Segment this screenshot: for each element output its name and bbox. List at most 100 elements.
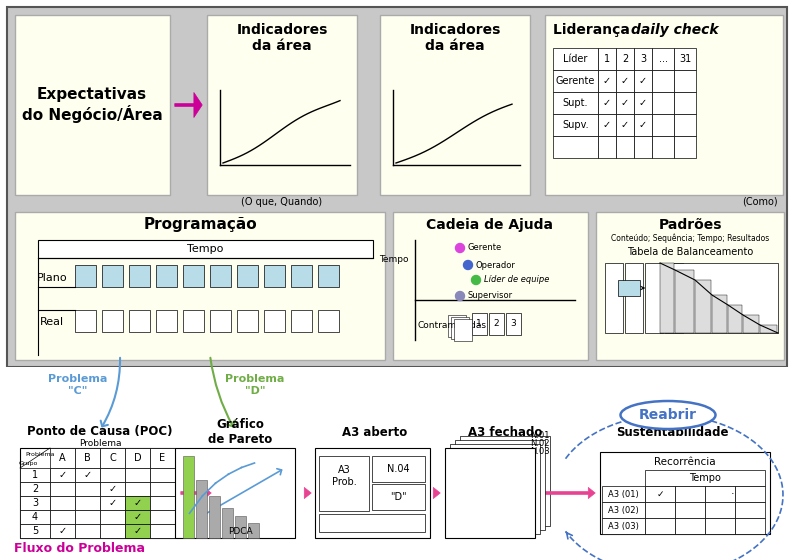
Text: N.01: N.01 <box>530 432 550 441</box>
Text: Problema
"C": Problema "C" <box>48 374 108 396</box>
Text: Expectativas
do Negócio/Área: Expectativas do Negócio/Área <box>21 87 163 123</box>
Bar <box>38 240 373 258</box>
Bar <box>318 265 339 287</box>
Bar <box>652 70 674 92</box>
Bar <box>454 319 472 341</box>
Bar <box>372 456 425 482</box>
Text: ✓: ✓ <box>59 526 67 536</box>
Bar <box>705 486 735 502</box>
Text: ✓: ✓ <box>133 526 141 536</box>
Bar <box>553 136 598 158</box>
Bar <box>450 444 540 534</box>
Bar <box>675 518 705 534</box>
Text: Supervisor: Supervisor <box>468 292 513 301</box>
Text: Problema: Problema <box>79 438 121 447</box>
Bar <box>472 313 487 335</box>
Text: A3 (03): A3 (03) <box>607 521 638 530</box>
Bar <box>634 92 652 114</box>
Bar <box>625 263 643 333</box>
Bar <box>291 265 312 287</box>
Bar <box>150 496 175 510</box>
Bar <box>150 468 175 482</box>
Bar <box>616 70 634 92</box>
Bar <box>15 212 385 360</box>
Bar <box>102 310 123 332</box>
Bar <box>652 92 674 114</box>
Bar <box>705 502 735 518</box>
Text: Sustentabilidade: Sustentabilidade <box>616 426 728 438</box>
Text: Plano: Plano <box>37 273 67 283</box>
Text: ✓: ✓ <box>621 120 629 130</box>
Bar <box>728 305 742 333</box>
Text: PDCA: PDCA <box>228 528 252 536</box>
Bar <box>634 114 652 136</box>
Bar <box>129 310 150 332</box>
Text: B: B <box>84 453 91 463</box>
Bar <box>634 48 652 70</box>
Bar <box>264 265 285 287</box>
Text: Reabrir: Reabrir <box>639 408 697 422</box>
Bar <box>735 486 765 502</box>
Bar <box>616 114 634 136</box>
Bar <box>553 48 598 70</box>
Text: ✓: ✓ <box>657 489 664 498</box>
Bar <box>448 315 466 337</box>
Text: (O que, Quando): (O que, Quando) <box>241 197 322 207</box>
Bar <box>156 310 177 332</box>
Bar <box>15 15 170 195</box>
Bar <box>545 15 783 195</box>
Bar <box>319 514 425 532</box>
Text: ✓: ✓ <box>59 470 67 480</box>
Bar <box>100 448 125 468</box>
Bar <box>645 486 675 502</box>
Bar <box>75 496 100 510</box>
Bar <box>598 92 616 114</box>
Bar <box>460 436 550 526</box>
Bar <box>125 468 150 482</box>
Text: A: A <box>60 453 66 463</box>
Bar <box>602 518 645 534</box>
Bar <box>150 482 175 496</box>
Bar <box>100 482 125 496</box>
Bar <box>75 310 96 332</box>
Text: Líder: Líder <box>563 54 588 64</box>
Bar <box>50 482 75 496</box>
Text: 2: 2 <box>622 54 628 64</box>
Bar <box>75 524 100 538</box>
Bar <box>318 310 339 332</box>
Text: Contramedidas: Contramedidas <box>418 320 487 329</box>
Text: ...: ... <box>658 54 668 64</box>
Text: Fluxo do Problema: Fluxo do Problema <box>14 542 145 554</box>
Text: E: E <box>160 453 166 463</box>
Text: A3
Prob.: A3 Prob. <box>332 465 357 487</box>
Bar <box>602 486 645 502</box>
Bar <box>75 265 96 287</box>
Text: Recorrência: Recorrência <box>654 457 716 467</box>
Bar <box>598 48 616 70</box>
Bar <box>618 280 640 296</box>
Bar <box>455 440 545 530</box>
Text: Problema
"D": Problema "D" <box>225 374 285 396</box>
Text: Gráfico
de Pareto: Gráfico de Pareto <box>208 418 272 446</box>
Bar <box>372 484 425 510</box>
Text: ·: · <box>731 489 734 499</box>
Bar <box>50 468 75 482</box>
Bar <box>712 295 727 333</box>
Text: Problema: Problema <box>25 451 55 456</box>
Text: Padrões: Padrões <box>658 218 722 232</box>
Bar <box>248 523 259 538</box>
Text: 4: 4 <box>32 512 38 522</box>
Bar <box>129 265 150 287</box>
Text: ✓: ✓ <box>83 470 91 480</box>
Text: daily check: daily check <box>631 23 719 37</box>
Text: ✓: ✓ <box>109 484 117 494</box>
Text: ✓: ✓ <box>109 498 117 508</box>
Ellipse shape <box>620 401 715 429</box>
Bar <box>760 325 777 333</box>
Text: ✓: ✓ <box>603 76 611 86</box>
Bar <box>50 448 75 468</box>
Text: Tempo: Tempo <box>380 255 409 264</box>
Text: Gerente: Gerente <box>556 76 596 86</box>
Text: 31: 31 <box>679 54 691 64</box>
Bar <box>445 448 535 538</box>
